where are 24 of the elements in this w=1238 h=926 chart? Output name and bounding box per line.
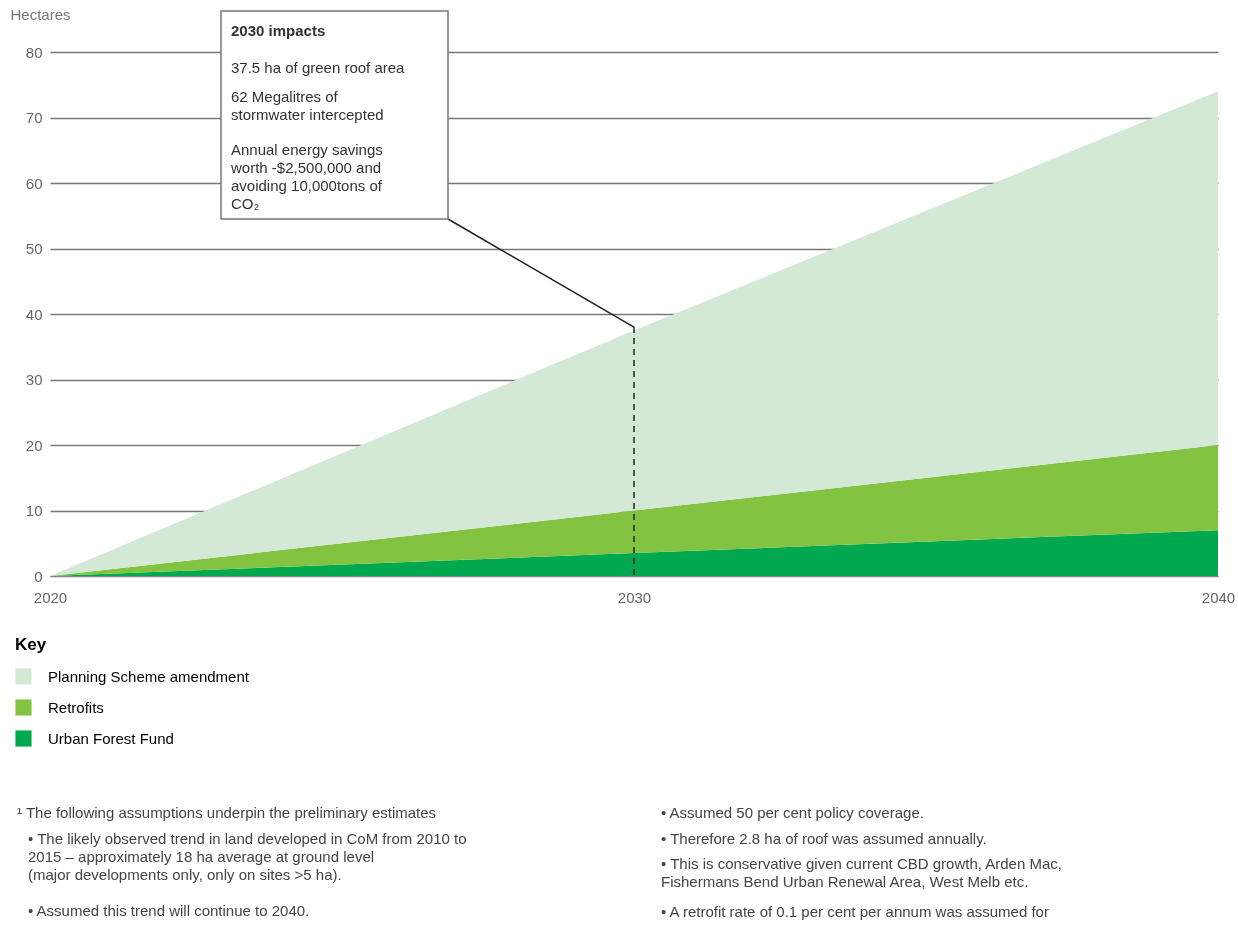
x-tick-label: 2020 (33, 588, 68, 606)
y-tick-label: 0 (34, 567, 43, 585)
text: • Assumed 50 per cent policy coverage. (661, 804, 924, 821)
y-tick-label: 80 (25, 43, 43, 61)
text: • Assumed this trend will continue to 2040. (28, 902, 310, 919)
legend-title: Key (15, 635, 47, 654)
legend-label: Urban Forest Fund (48, 729, 174, 747)
y-axis-title: Hectares (10, 5, 71, 23)
y-tick-label: 50 (25, 240, 43, 257)
legend-label: Planning Scheme amendment (48, 667, 250, 685)
y-tick-label: 20 (25, 436, 43, 454)
y-tick-label: 60 (25, 174, 43, 192)
text: ¹ The following assumptions underpin the preliminary estimates (17, 804, 437, 821)
y-tick-label: 10 (25, 502, 43, 519)
y-tick-label: 40 (25, 305, 43, 323)
y-tick-label: 30 (25, 371, 43, 388)
text: • This is conservative given current CBD growth, Arden Mac, Fishermans Bend Urban Renewal Area, West Melb etc. (661, 855, 1062, 890)
legend-label: Retrofits (48, 698, 104, 716)
x-tick-label: 2040 (1201, 588, 1236, 606)
text: • The likely observed trend in land developed in CoM from 2010 to 2015 – approximately 18 ha average at ground level (major developments only, only on sites >5 ha). (28, 830, 467, 883)
text: • A retrofit rate of 0.1 per cent per annum was assumed for (661, 903, 1049, 920)
x-tick-label: 2030 (617, 588, 652, 606)
y-tick-label: 70 (25, 109, 43, 126)
text: • Therefore 2.8 ha of roof was assumed annually. (661, 830, 987, 847)
